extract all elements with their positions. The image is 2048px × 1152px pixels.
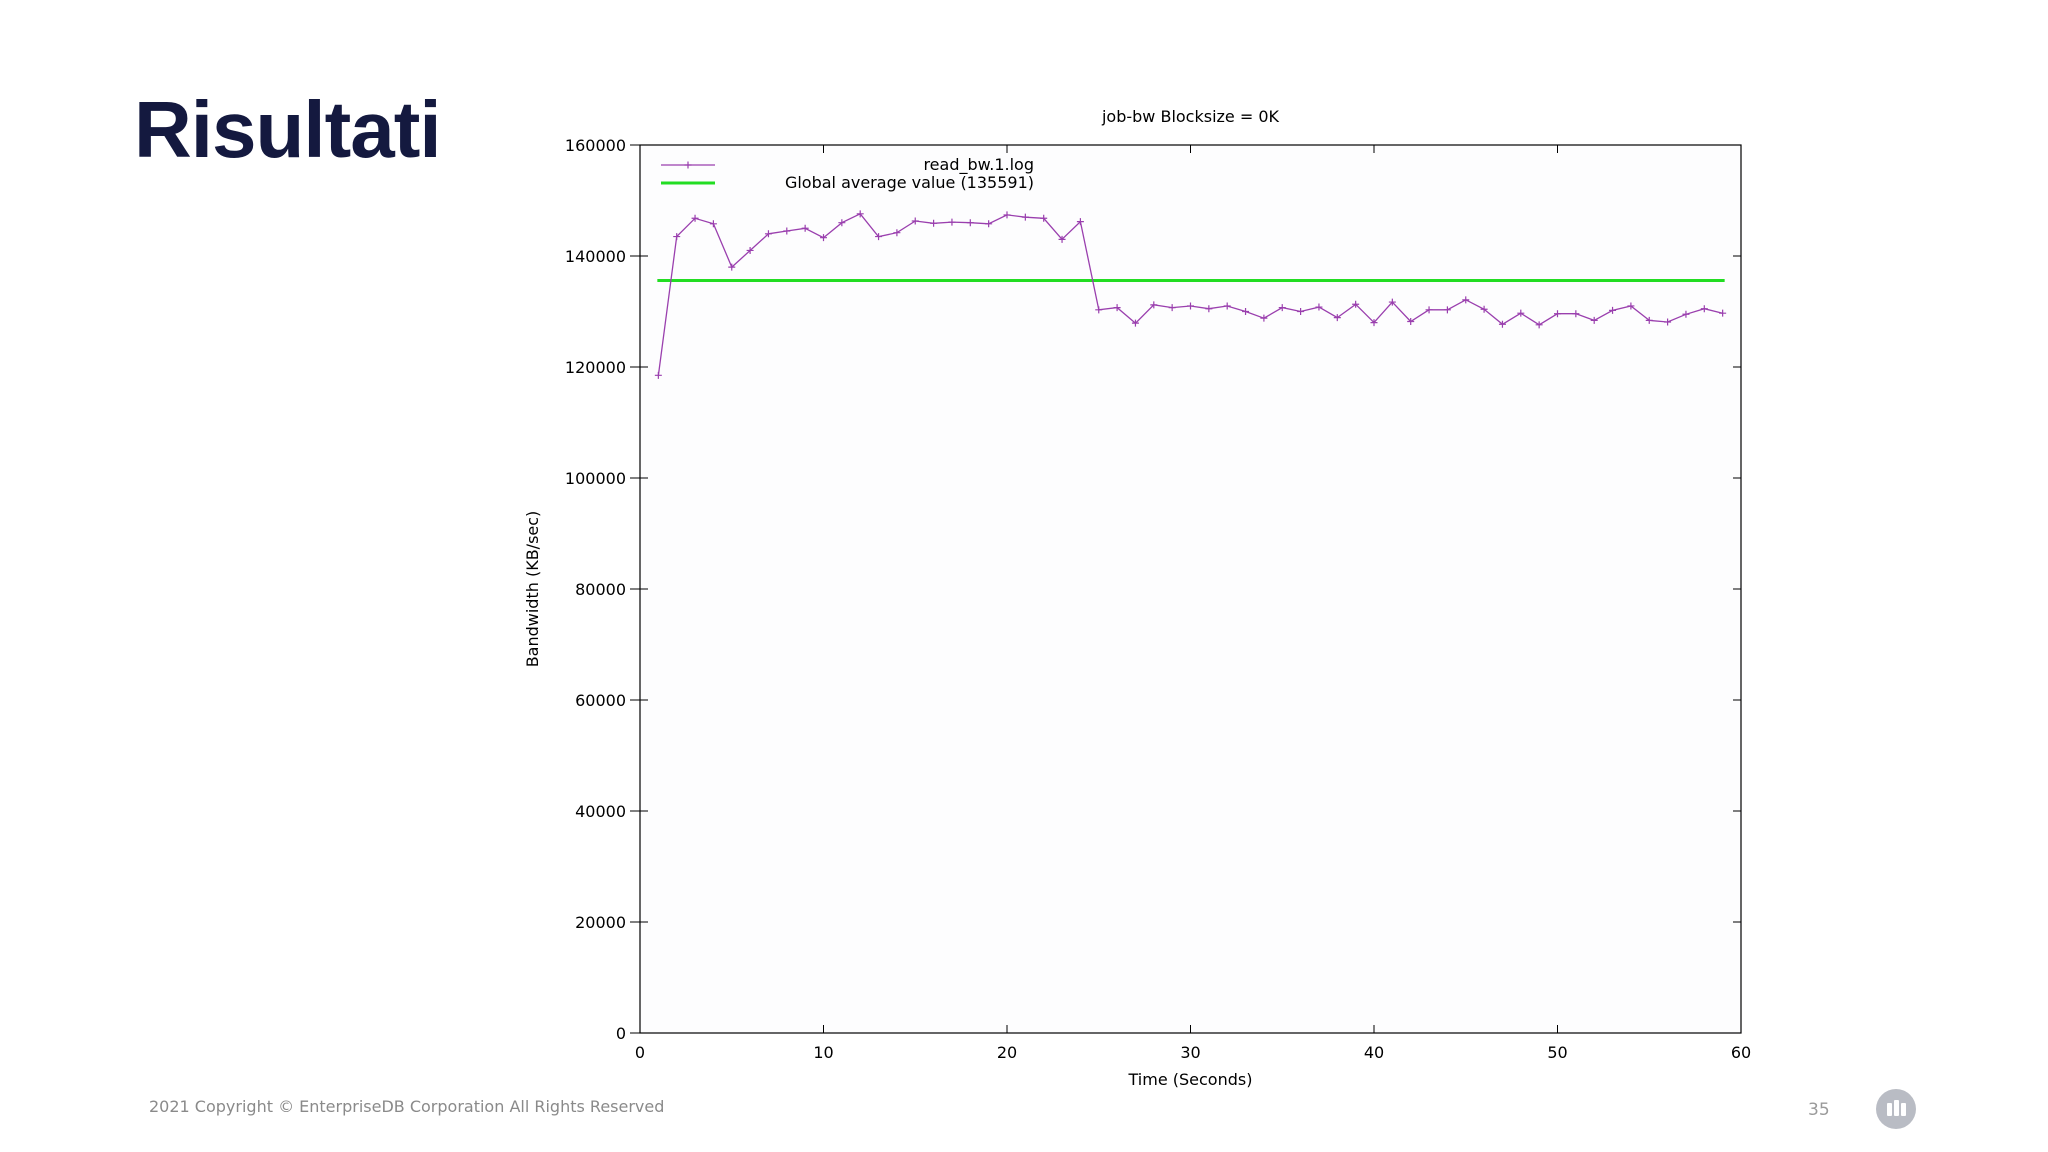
y-tick-label: 20000 [575, 913, 626, 932]
y-tick-label: 40000 [575, 802, 626, 821]
series-read-point [1003, 211, 1011, 219]
legend-average-label: Global average value (135591) [785, 173, 1034, 192]
x-tick-label: 60 [1731, 1043, 1751, 1062]
series-read-point [1315, 303, 1323, 311]
series-read-point [1554, 310, 1561, 318]
series-read-point [1040, 214, 1048, 222]
series-read-point [1443, 306, 1451, 314]
series-read-point [1535, 321, 1543, 329]
y-tick-label: 160000 [565, 136, 626, 155]
series-read-point [746, 246, 754, 254]
series-read-point [1297, 308, 1305, 315]
y-axis-label: Bandwidth (KB/sec) [523, 511, 542, 668]
series-read-point [948, 218, 956, 226]
x-tick-label: 0 [635, 1043, 645, 1062]
series-read-point [838, 219, 846, 227]
series-read-point [783, 227, 791, 235]
series-read-point [1076, 218, 1084, 226]
series-read-point [1058, 235, 1066, 243]
series-read-point [1572, 310, 1580, 318]
series-read-point [1168, 304, 1176, 312]
series-read-point [654, 371, 662, 379]
series-read-point [1425, 306, 1433, 314]
x-tick-label: 20 [997, 1043, 1017, 1062]
series-read-point [764, 230, 772, 238]
x-tick-label: 10 [813, 1043, 833, 1062]
series-read-point [1352, 300, 1360, 308]
series-read-point [1462, 296, 1470, 304]
series-read-point [691, 214, 699, 222]
series-read-point [1719, 309, 1727, 317]
series-read-point [1242, 308, 1250, 315]
page-number: 35 [1808, 1100, 1830, 1120]
series-read-point [1590, 316, 1598, 324]
series-read-point [1700, 305, 1708, 313]
series-read-point [1498, 320, 1506, 328]
series-read-point [1407, 317, 1415, 325]
series-read-point [1609, 306, 1617, 314]
series-read-point [875, 233, 883, 241]
x-tick-label: 30 [1180, 1043, 1200, 1062]
series-read-point [728, 263, 736, 271]
legend-read-marker [684, 161, 692, 169]
series-read-point [1113, 304, 1121, 312]
series-read-point [1131, 319, 1139, 327]
series-read-point [911, 217, 919, 225]
x-axis-label: Time (Seconds) [1128, 1070, 1253, 1089]
series-read-point [856, 210, 864, 218]
series-read-point [1223, 302, 1231, 310]
series-read-point [1187, 302, 1194, 310]
slide-title: Risultati [134, 85, 442, 174]
series-read-point [1333, 314, 1341, 322]
series-read-point [985, 220, 993, 228]
series-read-point [1205, 305, 1213, 313]
series-read-point [1664, 318, 1672, 326]
series-read-point [1370, 319, 1378, 327]
series-read-point [966, 219, 974, 227]
series-read-point [1150, 301, 1158, 309]
y-tick-label: 100000 [565, 469, 626, 488]
series-read-point [930, 219, 938, 227]
y-tick-label: 80000 [575, 580, 626, 599]
series-read-point [709, 220, 717, 228]
series-read-point [673, 233, 681, 241]
series-read-point [1021, 213, 1029, 221]
y-tick-label: 140000 [565, 247, 626, 266]
series-read-point [1480, 305, 1488, 313]
series-read-point [801, 224, 809, 232]
series-read-point [1682, 310, 1690, 318]
series-read-point [1388, 298, 1396, 306]
series-read-point [1095, 306, 1103, 314]
legend-read-label: read_bw.1.log [923, 155, 1034, 175]
plot-frame [639, 144, 1742, 1034]
x-tick-label: 40 [1364, 1043, 1384, 1062]
series-read-point [1517, 309, 1525, 317]
series-read-point [820, 234, 827, 242]
series-read-point [1645, 316, 1653, 324]
series-read-point [1278, 304, 1286, 312]
series-read-point [893, 229, 901, 237]
series-read-point [1260, 314, 1268, 322]
chart-title: job-bw Blocksize = 0K [1101, 107, 1280, 126]
y-tick-label: 0 [616, 1024, 626, 1043]
edb-logo-icon [1876, 1089, 1916, 1129]
y-tick-label: 60000 [575, 691, 626, 710]
y-tick-label: 120000 [565, 358, 626, 377]
footer-copyright: 2021 Copyright © EnterpriseDB Corporatio… [149, 1097, 665, 1116]
series-read-point [1627, 302, 1635, 310]
x-tick-label: 50 [1547, 1043, 1567, 1062]
